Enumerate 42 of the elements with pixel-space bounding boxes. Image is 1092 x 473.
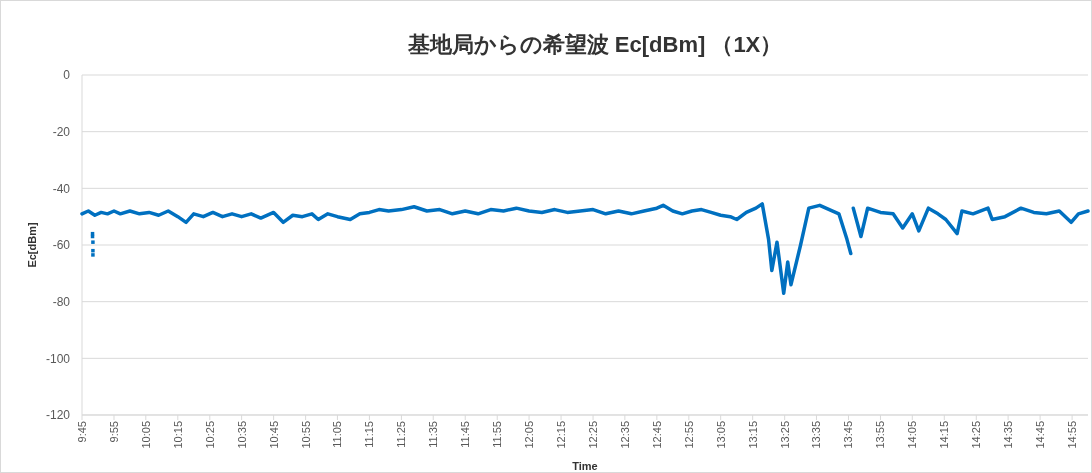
- x-tick-label: 14:05: [906, 421, 919, 449]
- y-tick-label: -100: [45, 351, 71, 366]
- x-tick-label: 12:45: [650, 421, 663, 449]
- x-tick-label: 12:25: [587, 421, 600, 449]
- x-tick-label: 14:15: [938, 421, 951, 449]
- x-tick-label: 13:25: [778, 421, 791, 449]
- x-tick-label: 11:55: [491, 421, 504, 448]
- x-tick-label: 13:35: [810, 421, 823, 449]
- x-tick-label: 10:05: [139, 421, 152, 449]
- x-tick-label: 12:05: [523, 421, 536, 449]
- x-tick-label: 13:05: [714, 421, 727, 449]
- x-tick-label: 9:45: [76, 421, 88, 443]
- x-tick-label: 13:55: [874, 421, 887, 449]
- x-tick-label: 10:45: [267, 421, 280, 449]
- x-tick-label: 11:05: [331, 421, 344, 448]
- x-tick-label: 10:55: [299, 421, 312, 449]
- x-tick-label: 14:45: [1034, 421, 1047, 449]
- y-tick-label: 0: [63, 68, 71, 83]
- x-tick-label: 11:15: [363, 421, 376, 448]
- x-axis-title: Time: [572, 460, 598, 472]
- x-tick-label: 11:25: [395, 421, 408, 448]
- x-tick-label: 10:15: [171, 421, 184, 449]
- y-tick-label: -80: [52, 294, 71, 309]
- x-tick-label: 10:35: [235, 421, 248, 449]
- y-axis-title: Ec[dBm]: [26, 222, 38, 268]
- x-tick-label: 14:55: [1066, 421, 1079, 449]
- x-tick-label: 11:45: [459, 421, 472, 448]
- chart-title: 基地局からの希望波 Ec[dBm] （1X）: [406, 32, 783, 57]
- x-tick-label: 13:45: [842, 421, 855, 449]
- x-tick-label: 9:55: [108, 421, 120, 443]
- x-tick-label: 12:15: [555, 421, 568, 449]
- x-tick-label: 11:35: [427, 421, 440, 448]
- x-tick-label: 14:35: [1002, 421, 1015, 449]
- y-tick-label: -60: [52, 238, 71, 253]
- x-tick-label: 13:15: [746, 421, 759, 449]
- x-tick-label: 12:35: [618, 421, 631, 449]
- y-tick-label: -40: [52, 181, 71, 196]
- x-tick-label: 12:55: [682, 421, 695, 449]
- x-tick-label: 10:25: [203, 421, 216, 449]
- y-tick-label: -20: [52, 124, 71, 139]
- x-tick-label: 14:25: [970, 421, 983, 449]
- y-tick-label: -120: [45, 408, 71, 423]
